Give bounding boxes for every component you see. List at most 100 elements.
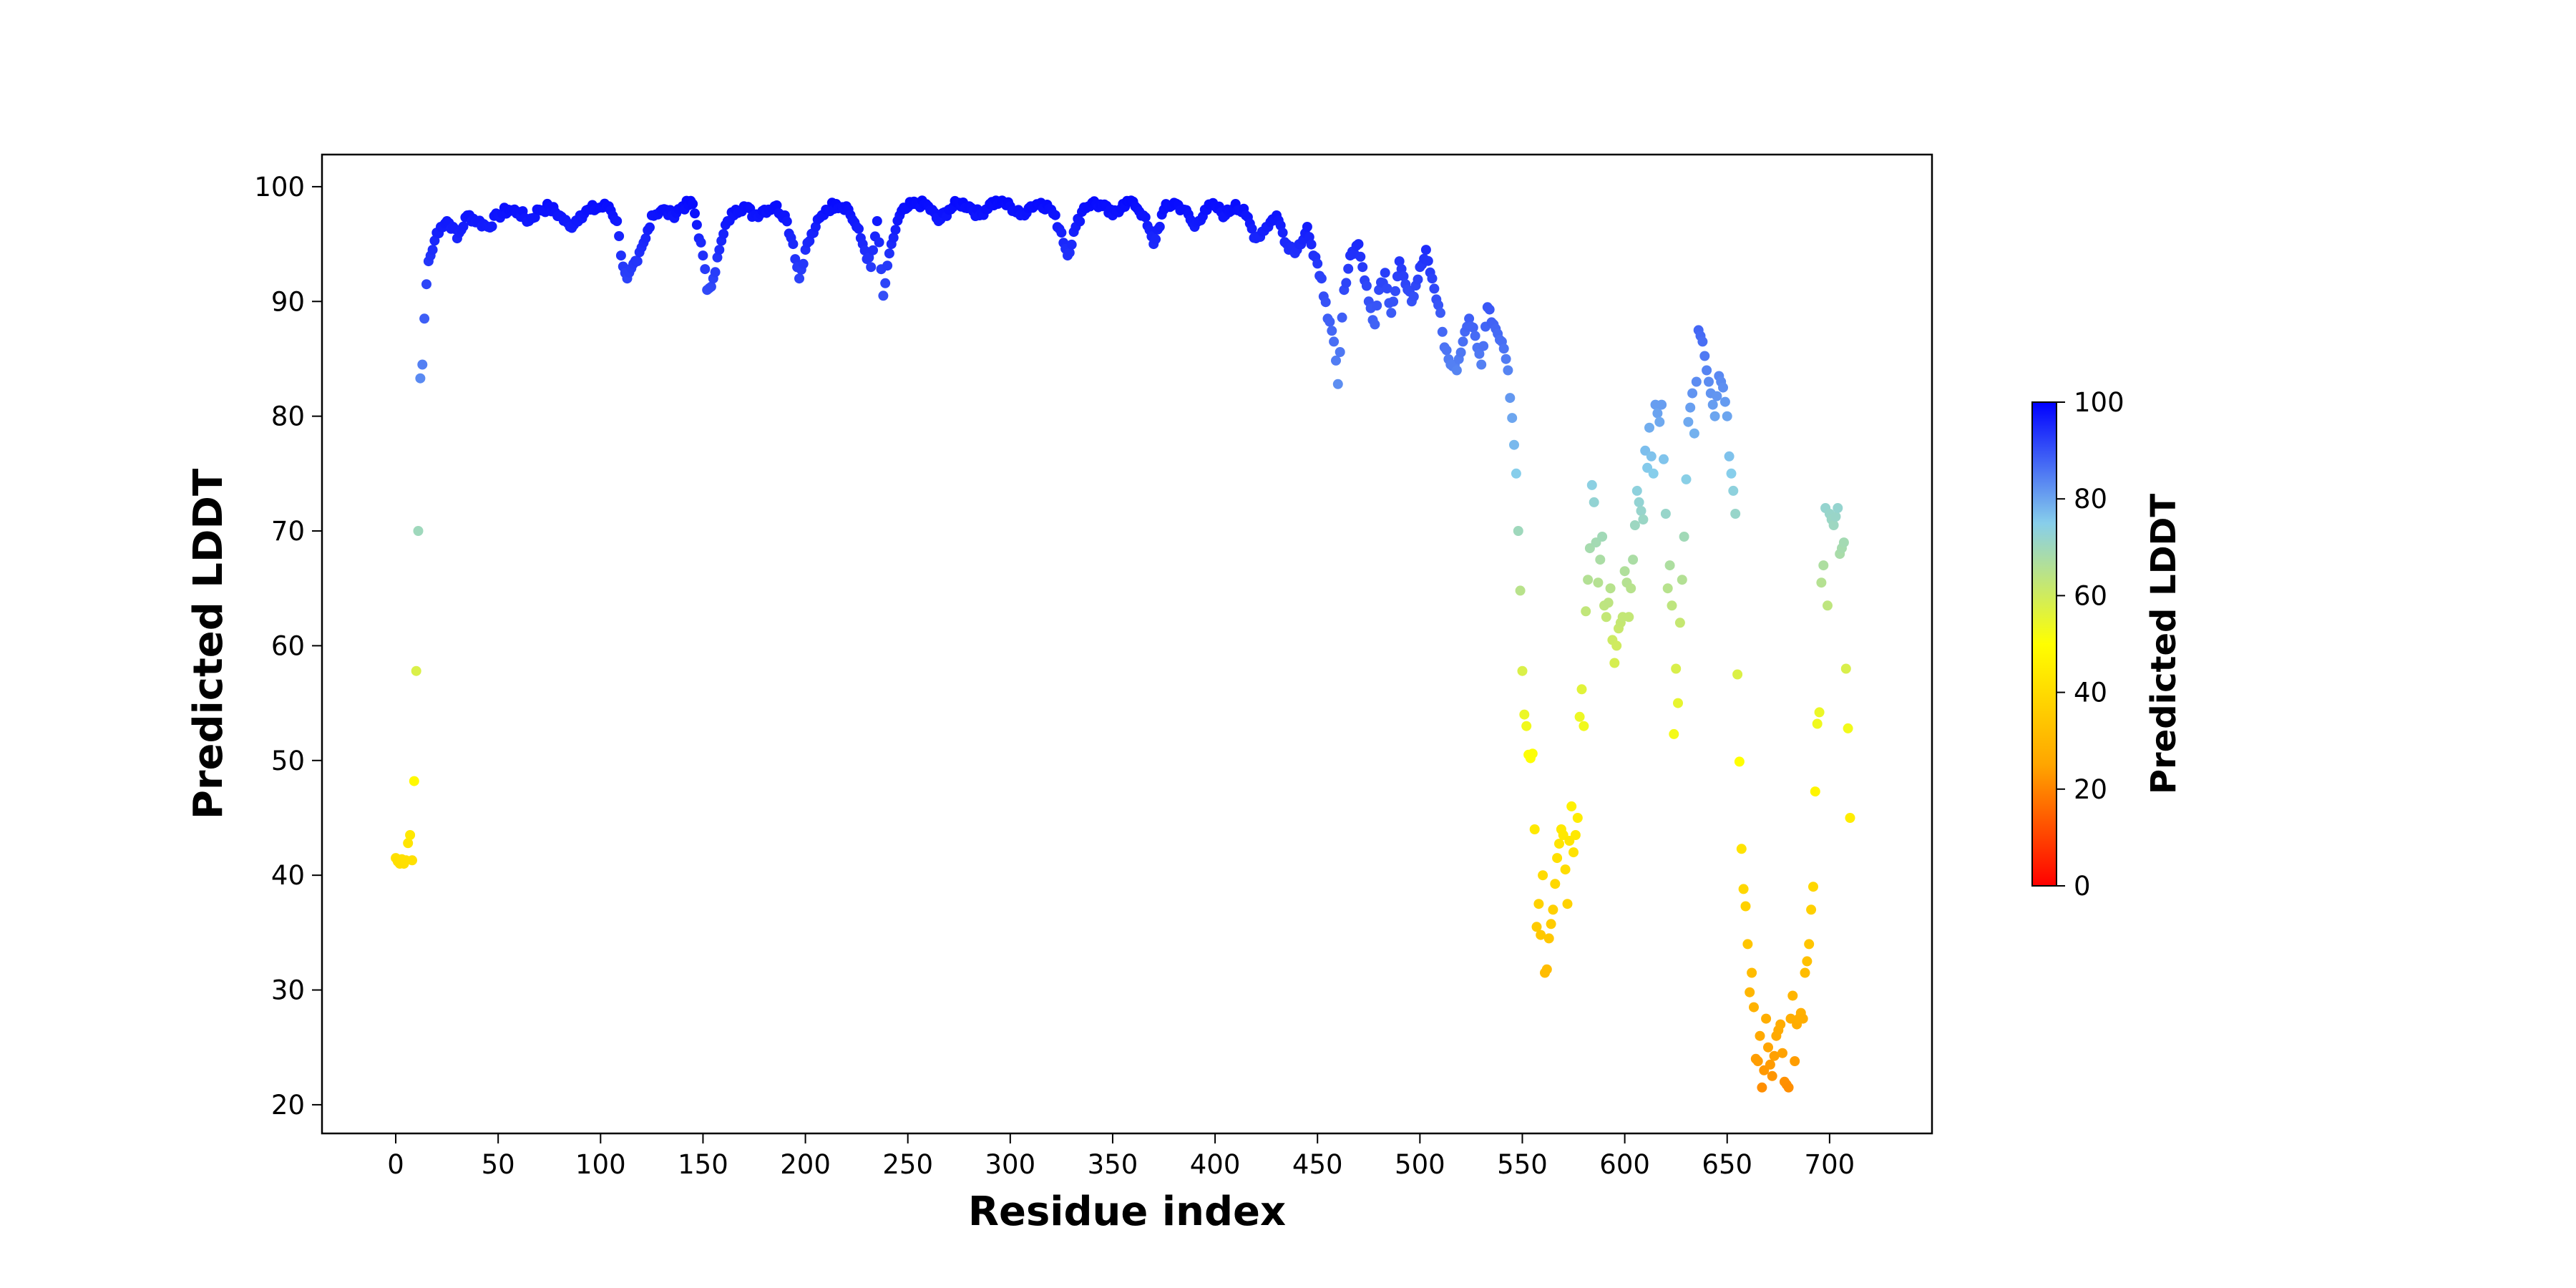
x-tick-label: 0 (387, 1149, 404, 1180)
data-point (1353, 239, 1364, 250)
data-point (1554, 839, 1564, 849)
data-point (530, 212, 540, 223)
data-point (1576, 684, 1587, 695)
data-point (1749, 1002, 1759, 1013)
data-point (1343, 263, 1354, 274)
data-point (1704, 376, 1714, 387)
data-point (1609, 658, 1620, 668)
data-point (1570, 830, 1581, 840)
x-tick-label: 250 (882, 1149, 933, 1180)
data-point (1777, 1048, 1787, 1058)
data-point (1306, 239, 1317, 250)
data-point (1355, 251, 1366, 262)
data-point (1562, 899, 1573, 909)
data-point (1427, 273, 1438, 284)
colorbar-tick-label: 60 (2074, 580, 2107, 611)
data-point (1797, 1013, 1808, 1024)
data-point (1657, 399, 1667, 410)
data-point (640, 233, 651, 244)
data-point (1595, 555, 1606, 565)
data-point (1420, 245, 1431, 255)
data-point (1332, 379, 1343, 389)
data-point (1660, 509, 1671, 519)
data-point (1730, 509, 1741, 519)
y-tick-label: 60 (271, 630, 305, 661)
data-point (1654, 416, 1665, 427)
y-tick-label: 40 (271, 860, 305, 891)
data-point (1740, 901, 1751, 912)
data-point (1597, 532, 1608, 542)
data-point (1747, 967, 1757, 978)
data-point (1679, 532, 1689, 542)
data-point (1810, 786, 1820, 797)
data-point (1474, 348, 1485, 359)
data-point (1636, 506, 1646, 516)
data-point (1536, 930, 1546, 940)
data-point (1814, 707, 1825, 718)
data-point (1830, 512, 1841, 522)
data-point (1388, 296, 1399, 307)
x-tick-label: 50 (482, 1149, 515, 1180)
data-point (1787, 990, 1798, 1001)
data-point (1761, 1013, 1772, 1024)
colorbar-tick-label: 80 (2074, 484, 2107, 514)
data-point (429, 235, 440, 246)
data-point (1327, 326, 1337, 336)
data-point (1671, 663, 1682, 674)
data-point (1726, 468, 1737, 479)
data-point (615, 250, 626, 261)
data-point (1429, 283, 1440, 294)
data-point (1601, 612, 1611, 623)
data-point (1681, 474, 1692, 484)
data-point (1154, 221, 1165, 232)
data-point (1652, 408, 1663, 419)
data-point (427, 245, 438, 255)
data-point (688, 199, 698, 209)
data-point (1631, 485, 1642, 496)
x-tick-label: 500 (1395, 1149, 1445, 1180)
data-point (1611, 640, 1622, 651)
data-point (1548, 904, 1558, 915)
data-point (1683, 416, 1694, 427)
data-point (1064, 248, 1075, 258)
data-point (1550, 879, 1561, 889)
data-point (1075, 216, 1085, 227)
data-point (1390, 286, 1400, 296)
data-point (1702, 365, 1712, 376)
data-point (1423, 255, 1433, 266)
data-point (1619, 566, 1630, 577)
x-axis-ticks: 0 50 100 150 200 250 300 350 400 450 500 550 600 650 7… (387, 1133, 1855, 1180)
data-point (880, 278, 891, 288)
data-point (1361, 280, 1372, 291)
colorbar-tick-label: 0 (2074, 871, 2091, 902)
data-point (1302, 222, 1312, 232)
data-point (1437, 326, 1448, 337)
data-point (1316, 273, 1327, 284)
data-point (1752, 1056, 1763, 1066)
data-point (890, 225, 901, 235)
y-tick-label: 20 (271, 1090, 305, 1121)
data-point (1783, 1082, 1794, 1093)
data-point (1566, 801, 1577, 811)
data-point (1738, 884, 1749, 894)
data-point (1560, 864, 1571, 875)
data-point (1605, 583, 1616, 594)
data-point (1527, 748, 1538, 759)
data-point (1763, 1042, 1773, 1053)
data-point (1531, 922, 1542, 932)
data-point (1056, 228, 1067, 238)
data-point (1843, 723, 1853, 733)
data-point (1394, 256, 1405, 267)
data-point (1699, 351, 1710, 361)
data-point (417, 359, 428, 370)
data-point (1769, 1050, 1780, 1061)
data-point (1812, 718, 1823, 729)
data-point (872, 216, 882, 226)
data-point (487, 221, 497, 232)
data-point (1638, 514, 1649, 525)
data-point (1669, 728, 1679, 739)
y-axis-ticks: 20 30 40 50 60 70 80 90 100 (254, 172, 322, 1121)
data-point (1765, 1059, 1775, 1070)
data-point (1593, 577, 1604, 588)
data-point (696, 237, 706, 248)
